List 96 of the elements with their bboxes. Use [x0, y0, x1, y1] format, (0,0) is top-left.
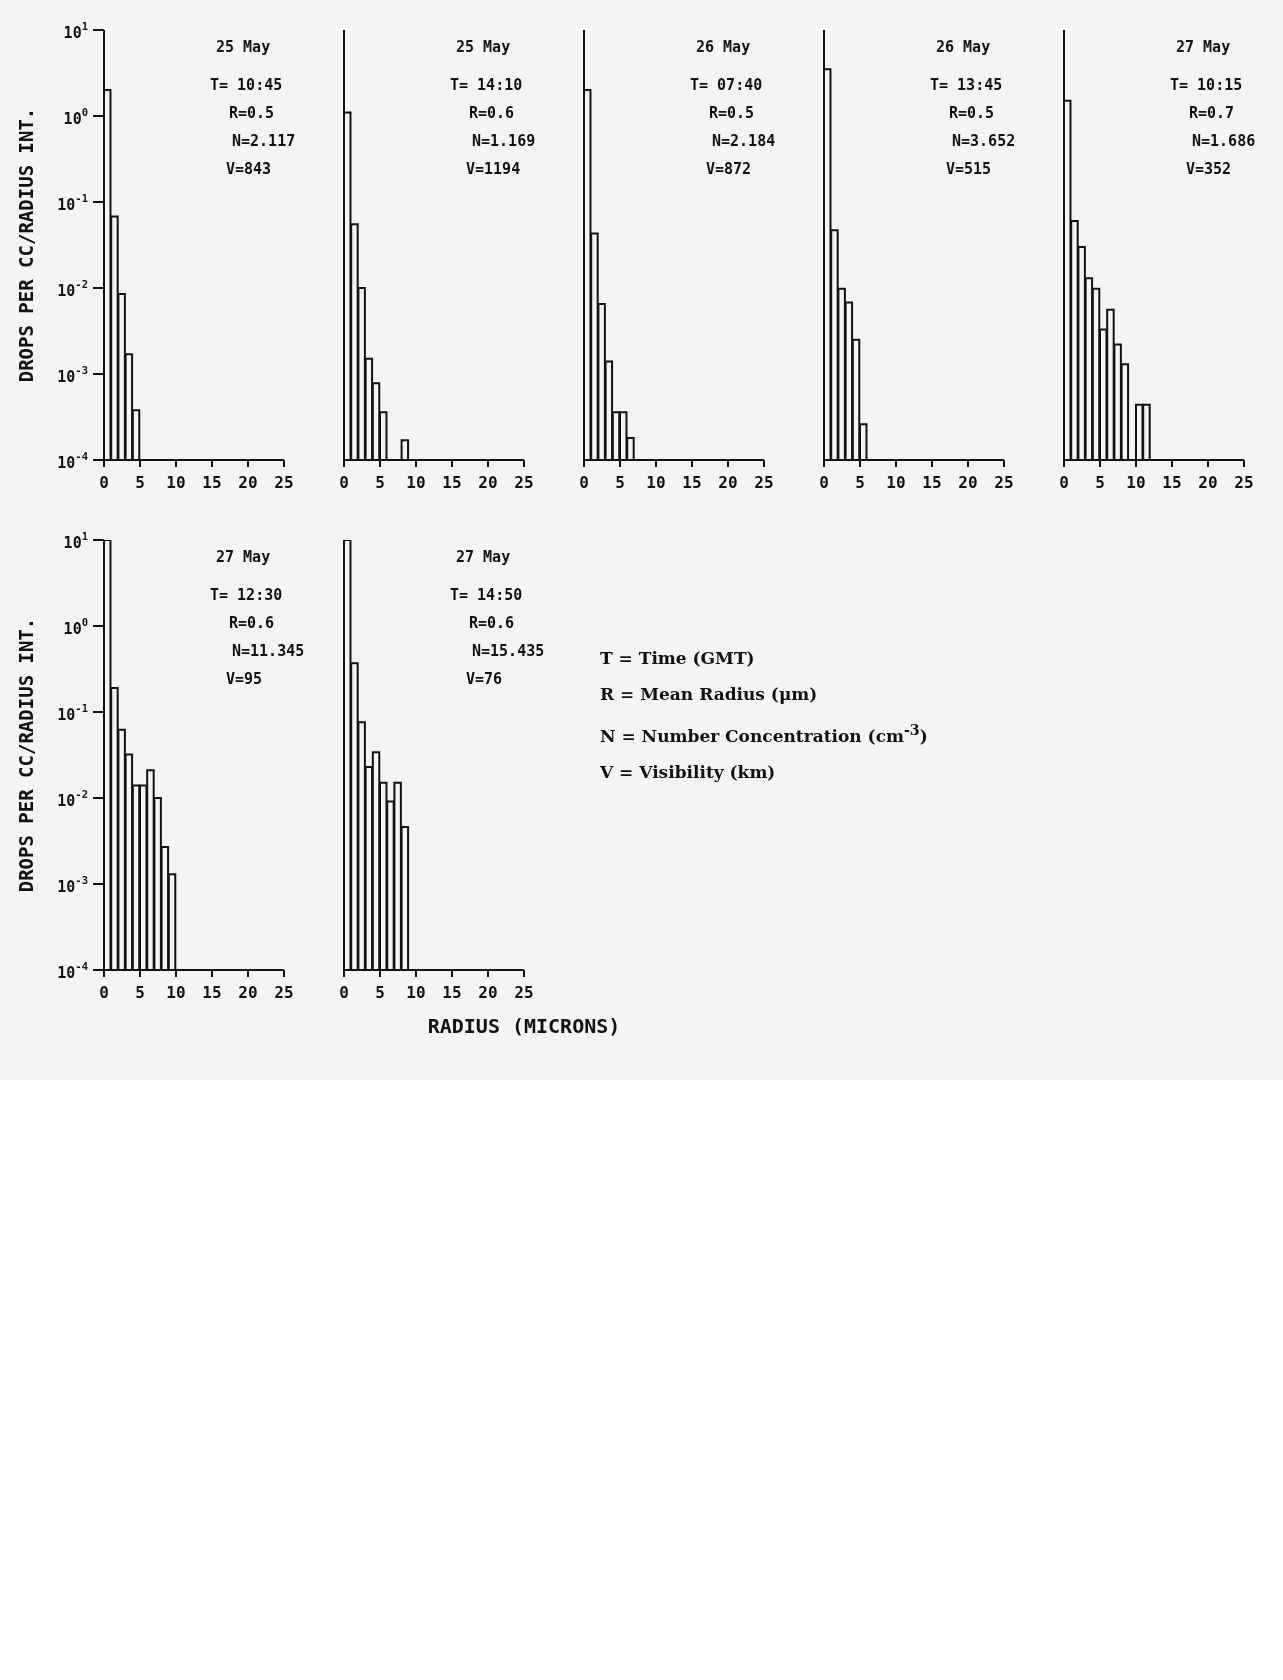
x-tick-label: 20: [958, 472, 978, 492]
x-tick-label: 15: [1162, 472, 1182, 492]
annotation: T= 12:30: [210, 586, 283, 604]
x-tick-label: 5: [855, 472, 865, 492]
y-tick-label: 10$^{0}$: [63, 106, 88, 128]
annotation: N=3.652: [952, 132, 1016, 150]
x-tick-label: 25: [514, 472, 534, 492]
y-tick-label: 10$^{-2}$: [57, 278, 88, 300]
x-tick-label: 25: [274, 472, 294, 492]
x-tick-label: 20: [1198, 472, 1218, 492]
y-tick-label: 10$^{1}$: [63, 20, 88, 42]
x-tick-label: 0: [579, 472, 589, 492]
y-axis-title: DROPS PER CC/RADIUS INT.: [15, 617, 37, 893]
annotation: V=1194: [466, 160, 521, 178]
annotation: N=2.117: [232, 132, 296, 150]
annotation: V=515: [946, 160, 992, 178]
x-tick-label: 0: [339, 982, 349, 1002]
text: 26 May: [936, 38, 991, 56]
x-tick-label: 5: [1095, 472, 1105, 492]
annotation: V=76: [466, 670, 503, 688]
x-tick-label: 15: [442, 472, 462, 492]
x-tick-label: 0: [339, 472, 349, 492]
text: 27 May: [216, 548, 271, 566]
text: V = Visibility (km): [600, 760, 777, 784]
annotation: T= 10:45: [210, 76, 283, 94]
text: 26 May: [696, 38, 751, 56]
x-tick-label: 0: [819, 472, 829, 492]
text: 25 May: [216, 38, 271, 56]
annotation: N=15.435: [472, 642, 545, 660]
x-tick-label: 15: [442, 982, 462, 1002]
annotation: T= 07:40: [690, 76, 763, 94]
annotation: R=0.6: [469, 614, 515, 632]
text: R = Mean Radius (μm): [600, 683, 819, 706]
x-tick-label: 15: [682, 472, 702, 492]
annotation: N=2.184: [712, 132, 776, 150]
x-tick-label: 10: [406, 472, 426, 492]
text: N = Number Concentration (cm$^{-3}$): [600, 721, 928, 748]
annotation: R=0.6: [469, 104, 515, 122]
x-tick-label: 0: [1059, 472, 1069, 492]
x-tick-label: 10: [886, 472, 906, 492]
y-tick-label: 10$^{-2}$: [57, 788, 88, 810]
x-tick-label: 20: [238, 982, 258, 1002]
x-tick-label: 25: [1234, 472, 1254, 492]
annotation: V=95: [226, 670, 263, 688]
annotation: V=843: [226, 160, 272, 178]
x-tick-label: 25: [754, 472, 774, 492]
annotation: N=1.686: [1192, 132, 1256, 150]
y-tick-label: 10$^{-3}$: [57, 874, 88, 896]
annotation: T= 14:50: [450, 586, 523, 604]
annotation: N=1.169: [472, 132, 536, 150]
x-tick-label: 5: [135, 472, 145, 492]
y-tick-label: 10$^{-1}$: [57, 702, 88, 724]
y-tick-label: 10$^{-4}$: [57, 960, 88, 982]
annotation: V=872: [706, 160, 752, 178]
x-tick-label: 10: [166, 982, 186, 1002]
annotation: T= 10:15: [1170, 76, 1243, 94]
annotation: T= 13:45: [930, 76, 1003, 94]
x-tick-label: 15: [202, 472, 222, 492]
y-tick-label: 10$^{-3}$: [57, 364, 88, 386]
x-tick-label: 5: [375, 982, 385, 1002]
text: 27 May: [1176, 38, 1231, 56]
x-tick-label: 5: [135, 982, 145, 1002]
annotation: R=0.5: [229, 104, 275, 122]
x-tick-label: 15: [202, 982, 222, 1002]
x-tick-label: 10: [646, 472, 666, 492]
x-tick-label: 20: [718, 472, 738, 492]
y-tick-label: 10$^{-1}$: [57, 192, 88, 214]
x-tick-label: 20: [478, 982, 498, 1002]
x-tick-label: 5: [375, 472, 385, 492]
text: 25 May: [456, 38, 511, 56]
x-tick-label: 25: [514, 982, 534, 1002]
annotation: N=11.345: [232, 642, 305, 660]
annotation: R=0.5: [949, 104, 995, 122]
y-tick-label: 10$^{0}$: [63, 616, 88, 638]
x-tick-label: 15: [922, 472, 942, 492]
x-tick-label: 25: [994, 472, 1014, 492]
x-tick-label: 10: [406, 982, 426, 1002]
annotation: R=0.6: [229, 614, 275, 632]
x-tick-label: 0: [99, 982, 109, 1002]
annotation: T= 14:10: [450, 76, 523, 94]
x-tick-label: 25: [274, 982, 294, 1002]
x-tick-label: 20: [238, 472, 258, 492]
x-tick-label: 0: [99, 472, 109, 492]
y-tick-label: 10$^{1}$: [63, 530, 88, 552]
annotation: V=352: [1186, 160, 1232, 178]
x-tick-label: 10: [1126, 472, 1146, 492]
x-tick-label: 10: [166, 472, 186, 492]
x-tick-label: 5: [615, 472, 625, 492]
text: 27 May: [456, 548, 511, 566]
y-axis-title: DROPS PER CC/RADIUS INT.: [15, 107, 37, 383]
text: T = Time (GMT): [600, 647, 756, 670]
x-axis-title: RADIUS (MICRONS): [427, 1014, 621, 1038]
annotation: R=0.5: [709, 104, 755, 122]
annotation: R=0.7: [1189, 104, 1235, 122]
y-tick-label: 10$^{-4}$: [57, 450, 88, 472]
x-tick-label: 20: [478, 472, 498, 492]
